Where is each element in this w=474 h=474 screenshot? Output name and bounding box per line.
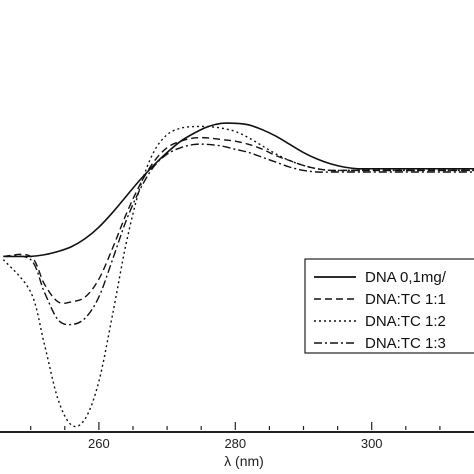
series-lines xyxy=(2,122,474,428)
legend-label-3: DNA:TC 1:2 xyxy=(365,313,446,330)
series-line-3 xyxy=(2,125,474,428)
series-line-2 xyxy=(3,136,474,305)
x-tick-label: 260 xyxy=(88,436,110,451)
legend-label-2: DNA:TC 1:1 xyxy=(365,291,446,308)
legend-box xyxy=(304,258,474,354)
x-tick-label: 300 xyxy=(361,436,383,451)
plot-frame xyxy=(0,431,474,433)
x-axis-label: λ (nm) xyxy=(224,453,264,469)
series-line-1 xyxy=(3,122,474,258)
legend-label-4: DNA:TC 1:3 xyxy=(365,335,446,352)
x-tick-label: 280 xyxy=(224,436,246,451)
series-line-4 xyxy=(3,143,474,326)
x-axis-ticks: 260 280 300 xyxy=(30,422,441,451)
legend: DNA 0,1mg/DNA:TC 1:1 DNA:TC 1:2 DNA:TC 1:3 xyxy=(304,258,474,354)
legend-label-1: DNA 0,1mg/ xyxy=(365,269,447,286)
